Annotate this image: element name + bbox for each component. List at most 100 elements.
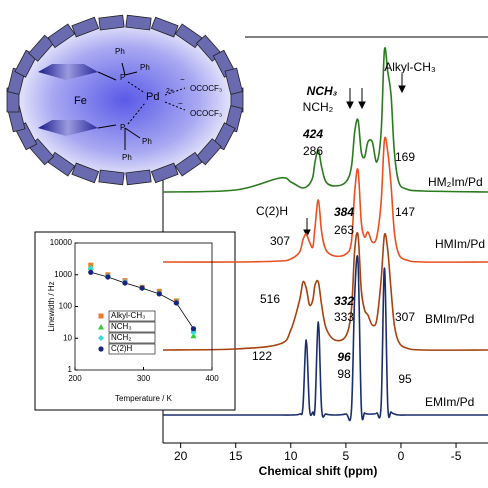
tile — [47, 151, 76, 177]
annotation: Alkyl-CH₃ — [384, 60, 436, 74]
series-label: HM₂Im/Pd — [428, 175, 483, 189]
marker — [190, 326, 197, 332]
annotation: 263 — [334, 223, 354, 237]
molecule-background — [14, 20, 236, 180]
legend-label: C(2)H — [111, 344, 133, 353]
tile — [71, 16, 100, 38]
structure-label: Fe — [74, 95, 87, 107]
structure-label: OCOCF₃ — [190, 109, 222, 118]
spectrum — [163, 254, 488, 422]
x-tick-label: 400 — [205, 374, 219, 383]
tile — [195, 138, 222, 166]
legend-box — [108, 332, 156, 344]
x-tick-label: 200 — [68, 374, 82, 383]
tile — [125, 14, 152, 31]
marker — [122, 280, 128, 286]
x-tick-label: 20 — [174, 449, 188, 463]
annotation: 333 — [334, 310, 354, 324]
structure-label: Ph — [140, 63, 150, 72]
tile — [71, 162, 100, 184]
x-tick-label: 0 — [398, 449, 405, 463]
annotation: 122 — [252, 349, 272, 363]
marker — [156, 291, 162, 297]
legend-box — [108, 310, 156, 322]
annotation: NCH₂ — [303, 100, 334, 114]
x-tick-label: 300 — [137, 374, 151, 383]
series-label: HMIm/Pd — [435, 237, 485, 251]
tile — [212, 122, 236, 151]
y-tick-label: 10 — [63, 333, 72, 342]
x-tick-label: 10 — [284, 449, 298, 463]
tile — [125, 169, 152, 186]
arrows — [303, 74, 406, 238]
structure-label: Pd — [146, 91, 159, 103]
marker — [98, 324, 104, 330]
x-axis-label: Temperature / K — [115, 394, 173, 403]
marker — [98, 313, 104, 319]
cp-ring — [38, 64, 98, 80]
annotation: C(2)H — [256, 204, 288, 218]
x-axis-label: Chemical shift (ppm) — [259, 464, 378, 478]
legend-box — [108, 321, 156, 333]
tile — [98, 169, 125, 186]
bonds — [97, 62, 186, 150]
tile — [150, 162, 179, 184]
annotation: 384 — [334, 205, 354, 219]
tile-ring — [6, 14, 244, 186]
tile — [224, 67, 243, 95]
x-tick-label: 5 — [343, 449, 350, 463]
series-label: BMIm/Pd — [425, 312, 474, 326]
y-tick-label: 1000 — [54, 270, 72, 279]
marker — [173, 300, 179, 306]
legend-label: Alkyl-CH₃ — [111, 311, 145, 320]
annotation: 98 — [337, 367, 351, 381]
tile — [150, 16, 179, 38]
y-tick-label: 100 — [59, 302, 73, 311]
annotation: 95 — [398, 372, 412, 386]
annotation: NCH₃ — [307, 84, 338, 98]
marker — [88, 269, 94, 275]
annotation: 286 — [303, 144, 323, 158]
tile — [174, 151, 203, 177]
annotation: 307 — [270, 234, 290, 248]
x-tick-label: -5 — [451, 449, 462, 463]
marker — [139, 285, 145, 291]
y-tick-label: 1 — [68, 365, 73, 374]
tile — [174, 23, 203, 49]
series-label: EMIm/Pd — [425, 395, 474, 409]
annotation: 96 — [337, 350, 351, 364]
structure-label: OCOCF₃ — [190, 84, 222, 93]
structure-label: Ph — [122, 153, 132, 162]
structure-label: P — [120, 123, 125, 132]
structure-label: 2+ — [166, 88, 174, 95]
marker — [98, 335, 104, 341]
legend-label: NCH₃ — [111, 322, 132, 331]
annotation: 147 — [395, 205, 415, 219]
structure-label: Ph — [115, 47, 125, 56]
y-tick-label: 10000 — [50, 238, 73, 247]
x-tick-label: 15 — [229, 449, 243, 463]
tile — [14, 49, 38, 78]
spectrum — [162, 231, 488, 351]
y-axis-label: Linewidth / Hz — [47, 281, 56, 331]
structure-label: − — [180, 75, 185, 84]
annotation: 332 — [334, 294, 354, 308]
legend-label: NCH₂ — [111, 333, 131, 342]
marker — [98, 346, 104, 352]
spectrum — [162, 136, 488, 263]
structure-label: Ph — [142, 137, 152, 146]
marker — [105, 274, 111, 280]
marker — [190, 329, 197, 336]
annotation: 424 — [302, 127, 323, 141]
marker — [87, 265, 94, 272]
tile — [28, 34, 55, 62]
annotation: 169 — [395, 150, 415, 164]
cp-ring — [38, 120, 98, 136]
structure-label: P — [120, 73, 125, 82]
tile — [47, 23, 76, 49]
legend-box — [108, 343, 156, 355]
annotation: 516 — [260, 292, 280, 306]
spectrum — [162, 46, 488, 193]
